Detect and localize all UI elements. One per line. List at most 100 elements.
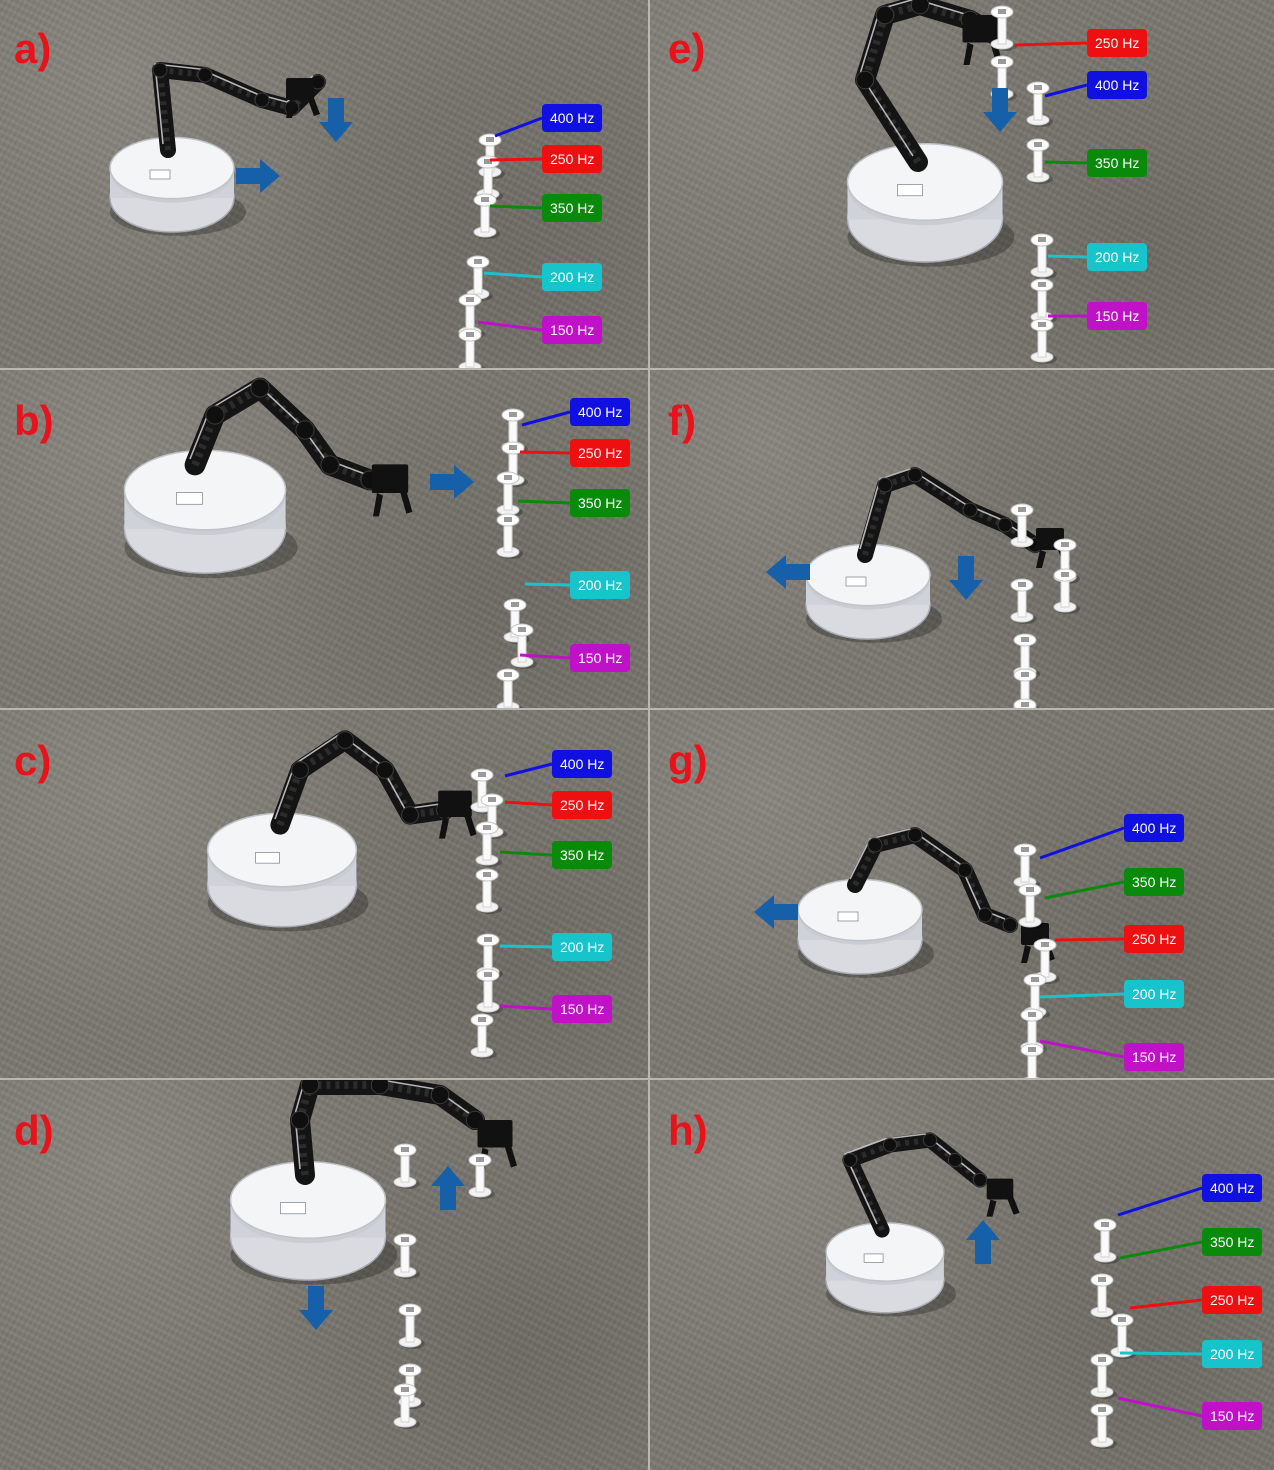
panel-e-scene — [846, 0, 1088, 364]
frequency-label: 400 Hz — [542, 104, 603, 132]
panel-divider — [648, 0, 650, 1470]
vibration-peg — [1053, 568, 1080, 614]
frequency-label: 150 Hz — [1202, 1402, 1263, 1430]
panel-a-scene — [109, 62, 543, 368]
frequency-label: 350 Hz — [570, 489, 631, 517]
robot-arm-platform — [123, 377, 413, 579]
panel-f-scene — [766, 467, 1080, 708]
label-connector-line — [1014, 41, 1088, 47]
vibration-peg — [496, 471, 523, 517]
vibration-peg — [468, 1153, 495, 1199]
panel-d-scene — [229, 1080, 517, 1429]
direction-arrow-down — [319, 98, 353, 142]
robot-arm-platform — [109, 62, 326, 236]
label-connector-line — [494, 116, 543, 138]
label-connector-line — [1044, 160, 1088, 165]
robot-arm-platform — [206, 730, 477, 932]
direction-arrow-right — [236, 159, 280, 193]
vibration-peg — [1013, 698, 1037, 708]
frequency-label: 350 Hz — [1202, 1228, 1263, 1256]
frequency-label: 200 Hz — [542, 263, 603, 291]
direction-arrow-down — [949, 556, 983, 600]
direction-arrow-up — [966, 1220, 1000, 1264]
direction-arrow-left — [754, 895, 798, 929]
frequency-label: 400 Hz — [1202, 1174, 1263, 1202]
vibration-peg — [990, 5, 1017, 51]
label-connector-line — [1047, 254, 1088, 259]
panel-c: 400 Hz 250 Hz 350 Hz 200 Hz 150 Hz c) — [0, 710, 648, 1078]
frequency-label: 350 Hz — [552, 841, 613, 869]
label-connector-line — [483, 271, 543, 279]
label-connector-line — [499, 850, 553, 857]
label-connector-line — [524, 582, 571, 587]
label-connector-line — [519, 450, 571, 455]
panel-h-scene — [825, 1132, 1203, 1449]
vibration-peg — [1010, 578, 1037, 624]
panel-f: f) — [650, 370, 1274, 708]
vibration-peg — [1030, 233, 1057, 279]
label-connector-line — [519, 653, 571, 660]
frequency-label: 400 Hz — [570, 398, 631, 426]
vibration-peg — [496, 513, 523, 559]
panel-letter: c) — [14, 737, 52, 784]
label-connector-line — [1039, 1039, 1125, 1059]
vibration-peg — [475, 821, 502, 867]
label-connector-line — [1044, 83, 1088, 98]
vibration-peg — [393, 1383, 420, 1429]
frequency-label: 350 Hz — [542, 194, 603, 222]
direction-arrow-down — [299, 1286, 333, 1330]
panel-letter: f) — [668, 397, 696, 444]
frequency-label: 150 Hz — [570, 644, 631, 672]
direction-arrow-up — [431, 1166, 465, 1210]
frequency-label: 250 Hz — [542, 145, 603, 173]
frequency-label: 350 Hz — [1124, 868, 1185, 896]
label-connector-line — [1039, 992, 1125, 999]
vibration-peg — [1093, 1218, 1120, 1264]
robot-arm-platform — [825, 1132, 1020, 1317]
vibration-peg — [458, 328, 485, 368]
panel-e: 250 Hz 400 Hz 350 Hz 200 Hz 150 Hz e) — [650, 0, 1274, 368]
frequency-label: 400 Hz — [1124, 814, 1185, 842]
frequency-label: 350 Hz — [1087, 149, 1148, 177]
panel-letter: a) — [14, 25, 52, 72]
frequency-label: 200 Hz — [1124, 980, 1185, 1008]
label-connector-line — [1044, 880, 1125, 900]
frequency-label: 200 Hz — [1202, 1340, 1263, 1368]
frequency-label: 150 Hz — [1087, 302, 1148, 330]
label-connector-line — [1119, 1240, 1203, 1260]
frequency-label: 250 Hz — [1202, 1286, 1263, 1314]
frequency-label: 400 Hz — [552, 750, 613, 778]
frequency-label: 200 Hz — [570, 571, 631, 599]
panel-g: 400 Hz 350 Hz 250 Hz 200 Hz 150 Hz g) — [650, 710, 1274, 1078]
label-connector-line — [1117, 1396, 1203, 1418]
panel-letter: e) — [668, 25, 706, 72]
label-connector-line — [504, 762, 553, 778]
panel-a: 400 Hz 250 Hz 350 Hz 200 Hz 150 Hz a) — [0, 0, 648, 368]
panel-c-scene — [206, 730, 553, 1059]
label-connector-line — [1054, 937, 1125, 942]
vibration-peg — [476, 968, 503, 1014]
vibration-peg — [1018, 883, 1045, 929]
label-connector-line — [499, 1004, 553, 1011]
vibration-peg — [1010, 503, 1037, 549]
direction-arrow-left — [766, 555, 810, 589]
panel-b: 400 Hz 250 Hz 350 Hz 200 Hz 150 Hz b) — [0, 370, 648, 708]
panel-divider — [0, 1078, 1274, 1080]
panel-letter: d) — [14, 1107, 54, 1154]
robot-arm-platform — [229, 1080, 517, 1285]
label-connector-line — [499, 944, 553, 949]
frequency-label: 250 Hz — [1124, 925, 1185, 953]
vibration-peg — [1030, 318, 1057, 364]
panel-divider — [0, 368, 1274, 370]
robot-arm-platform — [797, 827, 1055, 978]
frequency-label: 250 Hz — [552, 791, 613, 819]
robot-arm-platform — [846, 0, 1015, 267]
frequency-label: 150 Hz — [542, 316, 603, 344]
vibration-peg — [496, 668, 523, 708]
frequency-label: 150 Hz — [1124, 1043, 1185, 1071]
frequency-label: 150 Hz — [552, 995, 613, 1023]
panel-letter: h) — [668, 1107, 708, 1154]
frequency-label: 200 Hz — [552, 933, 613, 961]
frequency-label: 250 Hz — [1087, 29, 1148, 57]
